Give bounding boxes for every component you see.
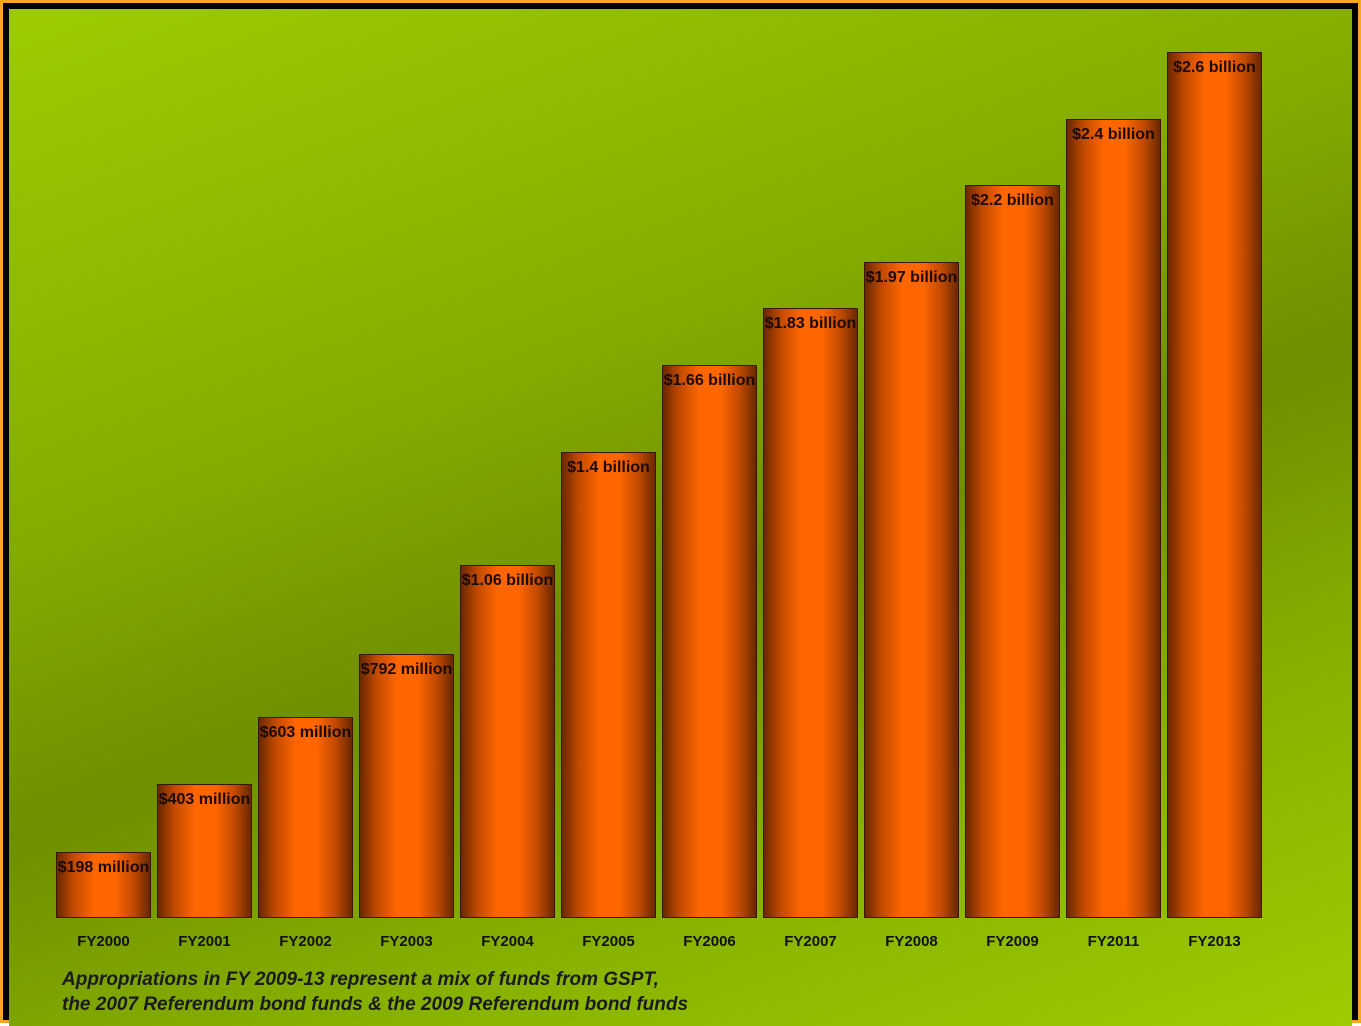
value-label: $1.97 billion	[865, 268, 958, 286]
value-label: $1.06 billion	[461, 571, 554, 589]
x-tick-label: FY2007	[784, 933, 837, 950]
value-label: $603 million	[259, 724, 352, 742]
value-label: $792 million	[360, 661, 453, 679]
bar	[257, 717, 354, 918]
value-label: $1.66 billion	[663, 372, 756, 390]
bar	[762, 308, 859, 918]
x-tick-label: FY2005	[582, 933, 635, 950]
bar	[964, 185, 1061, 918]
value-label: $403 million	[158, 790, 251, 808]
x-tick-label: FY2004	[481, 933, 534, 950]
value-label: $1.83 billion	[764, 315, 857, 333]
bar	[55, 852, 152, 918]
bar	[358, 654, 455, 918]
x-tick-label: FY2008	[885, 933, 938, 950]
x-tick-label: FY2006	[683, 933, 736, 950]
x-tick-label: FY2011	[1087, 933, 1140, 950]
chart: Appropriations in FY 2009-13 represent a…	[9, 9, 1352, 1026]
x-tick-label: FY2000	[77, 933, 130, 950]
value-label: $2.2 billion	[971, 192, 1054, 210]
footnote: Appropriations in FY 2009-13 represent a…	[62, 969, 659, 990]
bar	[863, 261, 960, 918]
x-tick-label: FY2009	[986, 933, 1039, 950]
x-tick-label: FY2003	[380, 933, 433, 950]
bar	[661, 365, 758, 918]
x-tick-label: FY2002	[279, 933, 332, 950]
x-tick-label: FY2001	[178, 933, 231, 950]
footnote: the 2007 Referendum bond funds & the 200…	[62, 994, 689, 1015]
bar	[1065, 118, 1162, 918]
bar	[156, 783, 253, 918]
value-label: $2.4 billion	[1072, 125, 1155, 143]
value-label: $198 million	[57, 859, 150, 877]
bar	[560, 451, 657, 918]
bar	[459, 564, 556, 918]
bar	[1166, 52, 1263, 918]
value-label: $2.6 billion	[1173, 59, 1256, 76]
value-label: $1.4 billion	[567, 458, 650, 476]
x-tick-label: FY2013	[1188, 933, 1241, 950]
